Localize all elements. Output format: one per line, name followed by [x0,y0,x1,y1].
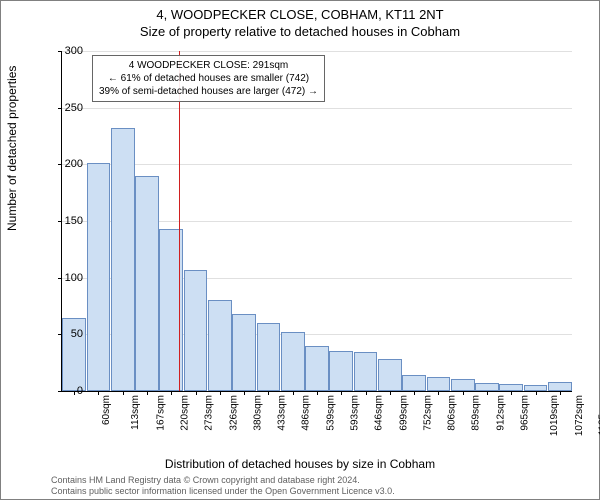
xtick-mark [341,391,342,395]
gridline [62,108,572,109]
xtick-label: 433sqm [277,395,288,431]
xtick-mark [560,391,561,395]
xtick-label: 326sqm [228,395,239,431]
annotation-box: 4 WOODPECKER CLOSE: 291sqm ← 61% of deta… [92,55,325,102]
xtick-mark [487,391,488,395]
xtick-label: 1019sqm [549,395,560,436]
ytick-mark [58,164,62,165]
xtick-mark [390,391,391,395]
bar [305,346,329,391]
bar [135,176,159,391]
ytick-label: 50 [71,328,83,340]
xtick-label: 699sqm [398,395,409,431]
bar [87,163,111,391]
ytick-mark [58,108,62,109]
xtick-label: 593sqm [350,395,361,431]
bar [499,384,523,391]
x-axis-label: Distribution of detached houses by size … [1,457,599,471]
bar [111,128,135,391]
attribution-line1: Contains HM Land Registry data © Crown c… [51,475,360,485]
xtick-mark [123,391,124,395]
xtick-label: 859sqm [471,395,482,431]
xtick-mark [268,391,269,395]
xtick-label: 646sqm [374,395,385,431]
bar [354,352,378,391]
xtick-label: 806sqm [447,395,458,431]
bar [427,377,451,391]
title-sub: Size of property relative to detached ho… [1,24,599,39]
ytick-label: 100 [65,272,83,284]
bar [281,332,305,391]
bar [402,375,426,391]
xtick-mark [74,391,75,395]
xtick-mark [244,391,245,395]
bar [232,314,256,391]
ytick-mark [58,51,62,52]
plot-area: 60sqm113sqm167sqm220sqm273sqm326sqm380sq… [61,51,572,392]
annotation-line1: 4 WOODPECKER CLOSE: 291sqm [99,59,318,72]
chart-container: 4, WOODPECKER CLOSE, COBHAM, KT11 2NT Si… [0,0,600,500]
xtick-label: 220sqm [180,395,191,431]
gridline [62,51,572,52]
annotation-line3: 39% of semi-detached houses are larger (… [99,85,318,98]
xtick-mark [438,391,439,395]
xtick-label: 1072sqm [574,395,585,436]
xtick-mark [317,391,318,395]
xtick-label: 60sqm [101,395,112,425]
bar [378,359,402,391]
ytick-label: 150 [65,215,83,227]
ytick-label: 200 [65,158,83,170]
xtick-mark [98,391,99,395]
xtick-mark [220,391,221,395]
xtick-label: 113sqm [130,395,141,430]
xtick-mark [414,391,415,395]
attribution-line2: Contains public sector information licen… [51,486,395,496]
xtick-label: 752sqm [422,395,433,431]
reference-line [179,51,180,391]
y-axis-label: Number of detached properties [5,66,19,231]
bar [208,300,232,391]
ytick-mark [58,278,62,279]
xtick-mark [147,391,148,395]
title-main: 4, WOODPECKER CLOSE, COBHAM, KT11 2NT [1,7,599,22]
xtick-label: 539sqm [325,395,336,431]
xtick-label: 167sqm [155,395,166,431]
bar [475,383,499,391]
bar [548,382,572,391]
bar [184,270,208,391]
bar [257,323,281,391]
ytick-label: 250 [65,102,83,114]
xtick-mark [536,391,537,395]
ytick-label: 300 [65,45,83,57]
xtick-mark [196,391,197,395]
xtick-mark [511,391,512,395]
xtick-label: 273sqm [204,395,215,431]
xtick-label: 380sqm [252,395,263,431]
xtick-mark [171,391,172,395]
annotation-line2: ← 61% of detached houses are smaller (74… [99,72,318,85]
xtick-mark [366,391,367,395]
xtick-mark [463,391,464,395]
ytick-mark [58,221,62,222]
ytick-label: 0 [77,385,83,397]
bar [329,351,353,391]
bar [451,379,475,391]
xtick-mark [293,391,294,395]
xtick-label: 912sqm [495,395,506,431]
gridline [62,164,572,165]
xtick-label: 965sqm [520,395,531,431]
xtick-label: 486sqm [301,395,312,431]
ytick-mark [58,391,62,392]
